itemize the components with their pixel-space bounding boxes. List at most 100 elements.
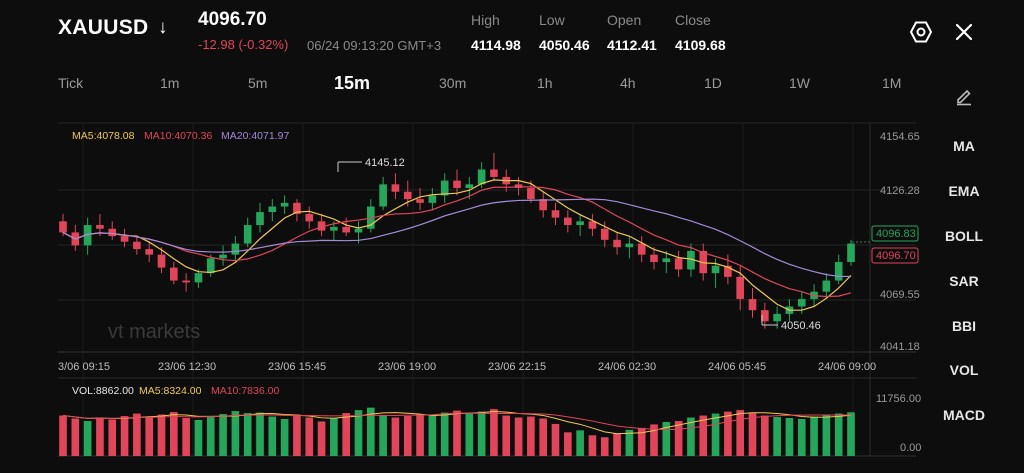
timeframe-30m[interactable]: 30m: [439, 75, 467, 91]
volume-bar: [662, 421, 671, 456]
volume-bar: [736, 410, 745, 456]
candle-body: [453, 180, 461, 189]
stat-label-high: High: [471, 12, 500, 28]
candle-body: [834, 262, 843, 281]
volume-bar: [231, 411, 240, 456]
volume-bar: [514, 417, 523, 456]
pencil-icon[interactable]: [954, 86, 976, 108]
volume-bar: [182, 418, 190, 456]
close-icon[interactable]: [950, 18, 978, 46]
volume-bar: [551, 423, 560, 456]
candle-body: [169, 267, 178, 281]
candle-body: [711, 265, 720, 274]
volume-bar: [256, 412, 264, 456]
candle-body: [268, 206, 277, 213]
volume-bar: [169, 412, 178, 456]
volume-bar: [305, 417, 314, 456]
candle-body: [403, 191, 412, 200]
timeframe-1mo[interactable]: 1M: [882, 75, 902, 91]
x-tick-label: 24/06 05:45: [708, 361, 766, 373]
timeframe-1h[interactable]: 1h: [537, 75, 553, 91]
current-price: 4096.70: [198, 9, 267, 30]
candle-body: [317, 221, 326, 231]
volume-ma10-line: [62, 412, 852, 431]
volume-bar: [834, 413, 843, 456]
volume-bar: [588, 435, 597, 456]
candle-body: [490, 169, 498, 177]
candle-body: [83, 225, 92, 246]
indicator-boll[interactable]: BOLL: [944, 228, 984, 244]
volume-bar: [243, 413, 252, 456]
indicator-bbi[interactable]: BBI: [951, 318, 977, 334]
indicator-sar[interactable]: SAR: [949, 273, 979, 289]
volume-bar: [108, 419, 117, 456]
y-tick-label: 4069.55: [880, 289, 920, 301]
indicator-ma[interactable]: MA: [953, 138, 975, 154]
candle-body: [588, 221, 597, 229]
indicator-vol[interactable]: VOL: [949, 362, 979, 378]
ma5-line: [62, 179, 852, 311]
candle-body: [724, 265, 732, 277]
timeframe-1d[interactable]: 1D: [704, 75, 722, 91]
candle-body: [120, 236, 129, 242]
symbol-title[interactable]: XAUUSD: [58, 16, 149, 39]
timeframe-tick[interactable]: Tick: [58, 75, 84, 91]
candle-body: [108, 228, 117, 237]
volume-bar: [711, 413, 720, 456]
candle-body: [687, 250, 695, 270]
volume-bar: [317, 421, 326, 456]
volume-bar: [206, 417, 215, 456]
volume-ma-lines: [62, 410, 852, 435]
candle-body: [133, 241, 141, 250]
volume-bar: [527, 416, 535, 456]
stat-label-low: Low: [539, 12, 565, 28]
volume-bar: [822, 415, 831, 456]
volume-bar: [502, 415, 511, 456]
volume-axis-max: 11756.00: [876, 393, 921, 405]
low-annotation: 4050.46: [781, 320, 821, 332]
candle-body: [182, 280, 190, 283]
volume-bars: [59, 407, 855, 456]
settings-icon[interactable]: [907, 18, 935, 46]
volume-bar: [785, 418, 794, 456]
stat-label-close: Close: [675, 12, 711, 28]
candle-body: [231, 243, 240, 255]
vol-ma10-legend: MA10:7836.00: [211, 385, 280, 397]
candle-body: [342, 226, 351, 233]
stat-label-open: Open: [607, 12, 642, 28]
volume-bar: [539, 418, 548, 456]
volume-bar: [219, 414, 227, 456]
candle-body: [145, 249, 154, 255]
indicator-macd[interactable]: MACD: [943, 407, 985, 423]
timeframe-1m[interactable]: 1m: [160, 75, 180, 91]
timeframe-4h[interactable]: 4h: [620, 75, 636, 91]
indicator-ema[interactable]: EMA: [948, 183, 980, 199]
candle-body: [551, 210, 560, 218]
volume-bar: [133, 413, 141, 456]
candle-body: [59, 221, 67, 233]
candle-body: [539, 199, 548, 211]
vol-legend: VOL:8862.00: [72, 385, 134, 397]
timeframe-15m[interactable]: 15m: [334, 73, 371, 93]
candle-body: [465, 184, 474, 189]
candle-body: [243, 225, 252, 244]
candle-body: [391, 184, 400, 192]
volume-bar: [724, 411, 732, 456]
candle-body: [773, 313, 781, 322]
candle-body: [600, 228, 609, 240]
timeframe-1w[interactable]: 1W: [789, 75, 810, 91]
quote-time: 06/24 09:13:20 GMT+3: [307, 38, 442, 53]
volume-bar: [477, 411, 486, 456]
volume-bar: [293, 414, 301, 456]
volume-bar: [145, 417, 154, 456]
candle-body: [847, 243, 855, 263]
x-tick-label: 3/06 09:15: [58, 361, 110, 373]
ma20-legend: MA20:4071.97: [221, 130, 290, 142]
candle-body: [157, 254, 166, 268]
volume-bar: [847, 412, 855, 456]
candle-body: [416, 199, 424, 203]
timeframe-5m[interactable]: 5m: [248, 75, 268, 91]
volume-bar: [71, 418, 80, 456]
volume-bar: [810, 416, 818, 456]
